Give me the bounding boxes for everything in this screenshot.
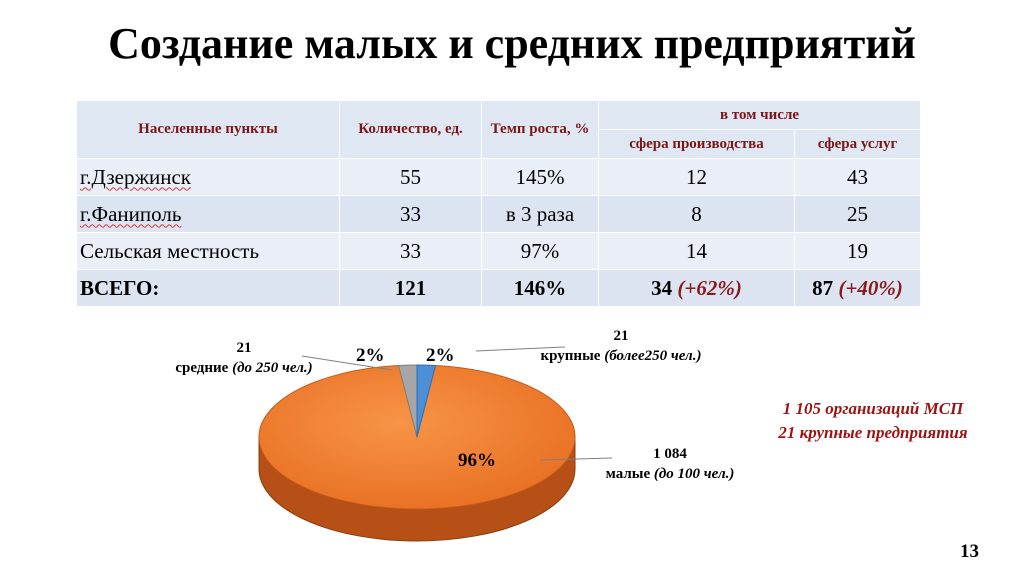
leader-line-large bbox=[475, 346, 566, 352]
table-row: г.Дзержинск 55 145% 12 43 bbox=[76, 158, 922, 196]
row-services: 19 bbox=[793, 232, 922, 270]
pie-pct-small: 96% bbox=[458, 450, 496, 471]
label-small: 1 084 малые (до 100 чел.) bbox=[605, 446, 735, 482]
total-services: 87 (+40%) bbox=[793, 269, 922, 307]
enterprises-table: Населенные пункты Количество, ед. Темп р… bbox=[76, 100, 922, 307]
table-total-row: ВСЕГО: 121 146% 34 (+62%) 87 (+40%) bbox=[76, 269, 922, 307]
pie-slice-large bbox=[416, 364, 437, 438]
row-count: 33 bbox=[339, 232, 482, 270]
row-count: 33 bbox=[339, 195, 482, 233]
row-services: 25 bbox=[793, 195, 922, 233]
label-large: 21 крупные (более250 чел.) bbox=[540, 328, 702, 364]
header-services: сфера услуг bbox=[793, 129, 922, 159]
label-medium: 21 средние (до 250 чел.) bbox=[175, 340, 313, 376]
row-production: 12 bbox=[598, 158, 795, 196]
header-production: сфера производства bbox=[598, 129, 795, 159]
pie-pct-large: 2% bbox=[426, 345, 455, 366]
leader-line-medium bbox=[301, 355, 393, 371]
total-production-pct: (+62%) bbox=[677, 275, 742, 300]
leader-line-small bbox=[539, 457, 613, 461]
table-row: г.Фаниполь 33 в 3 раза 8 25 bbox=[76, 195, 922, 233]
row-growth: 145% bbox=[481, 158, 599, 196]
total-count: 121 bbox=[339, 269, 482, 307]
row-growth: в 3 раза bbox=[481, 195, 599, 233]
row-name: г.Дзержинск bbox=[76, 158, 340, 196]
table-row: Сельская местность 33 97% 14 19 bbox=[76, 232, 922, 270]
header-settlements: Населенные пункты bbox=[76, 100, 340, 159]
row-production: 14 bbox=[598, 232, 795, 270]
row-count: 55 bbox=[339, 158, 482, 196]
header-count: Количество, ед. bbox=[339, 100, 482, 159]
total-growth: 146% bbox=[481, 269, 599, 307]
total-name: ВСЕГО: bbox=[76, 269, 340, 307]
header-including: в том числе bbox=[597, 100, 922, 130]
pie-pct-medium: 2% bbox=[356, 345, 385, 366]
page-title: Создание малых и средних предприятий bbox=[108, 19, 916, 68]
summary-note: 1 105 организаций МСП 21 крупные предпри… bbox=[778, 399, 968, 442]
page-number: 13 bbox=[960, 541, 979, 562]
total-production: 34 (+62%) bbox=[598, 269, 795, 307]
pie-slice-small bbox=[258, 364, 576, 510]
row-name: Сельская местность bbox=[76, 232, 340, 270]
row-services: 43 bbox=[793, 158, 922, 196]
total-services-pct: (+40%) bbox=[838, 275, 903, 300]
